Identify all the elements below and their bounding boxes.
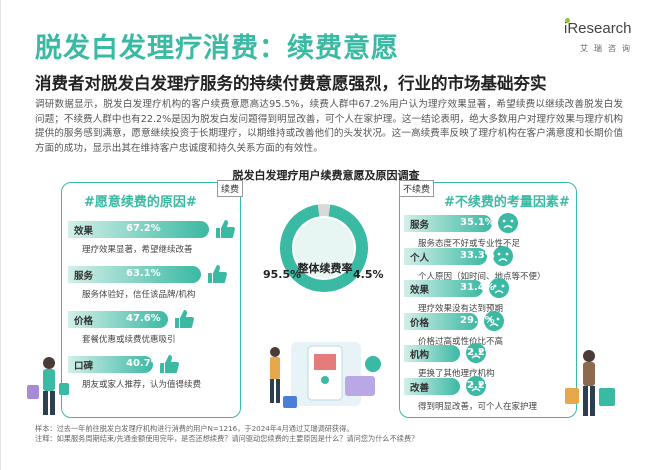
- thumbs-up-icon: [174, 310, 194, 328]
- no-renew-factors-title: #不续费的考量因素#: [444, 195, 570, 210]
- bar: [404, 247, 488, 265]
- bar: [68, 356, 154, 373]
- frown-face-icon: [484, 310, 504, 331]
- bar-category-label: 口碑: [74, 361, 94, 372]
- bar: [404, 377, 460, 395]
- bar-row: 口碑 40.7% 朋友或家人推荐，认为值得续费: [68, 355, 236, 402]
- bar-category-label: 机构: [410, 350, 430, 361]
- bar-category-label: 效果: [74, 226, 94, 237]
- bar-value-label: 63.1%: [126, 268, 161, 279]
- bar-row: 服务 35.1% 服务态度不好或专业性不足: [404, 213, 572, 261]
- bar-category-label: 服务: [410, 220, 430, 231]
- bar-note: 价格过高或性价比不高: [418, 336, 504, 347]
- bar-category-label: 个人: [410, 252, 430, 264]
- renew-tag: 续费: [216, 180, 243, 197]
- payment-illustration: [270, 342, 381, 408]
- bar-row: 机构 22.2% 更换了其他理疗机构: [404, 343, 572, 391]
- bar-note: 服务态度不好或专业性不足: [418, 239, 521, 249]
- bar-row: 个人 33.3% 个人原因（如时间、地点等不便）: [404, 245, 572, 294]
- renew-rate-label: 95.5%: [263, 268, 302, 281]
- bar: [68, 311, 168, 328]
- bar: [404, 312, 478, 330]
- bar: [404, 345, 460, 362]
- footnote-sample: 样本：过去一年前往脱发白发理疗机构进行消费的用户N=1216，于2024年4月通…: [35, 424, 354, 433]
- bar-value-label: 33.3%: [460, 249, 495, 261]
- frown-face-icon: [488, 278, 509, 298]
- donut-center: [294, 218, 354, 278]
- bar-value-label: 67.2%: [126, 223, 161, 234]
- summary-paragraph: 调研数据显示，脱发白发理疗机构的客户续费意愿高达95.5%，续费人群中67.2%…: [35, 99, 623, 154]
- donut-slice-renew: [280, 204, 368, 292]
- bar: [404, 215, 492, 232]
- bar-row: 效果 67.2% 理疗效果显著，希望继续改善: [68, 220, 236, 267]
- bar-value-label: 22.2%: [460, 379, 495, 391]
- bar-note: 服务体验好，信任该品牌/机构: [82, 290, 196, 300]
- bar-note: 更换了其他理疗机构: [418, 369, 495, 379]
- bar: [68, 221, 210, 238]
- thumbs-up-icon: [207, 265, 227, 283]
- no-renew-tag: 不续费: [399, 180, 435, 197]
- renew-reasons-panel: 续费 #愿意续费的原因# 效果 67.2% 理疗效果显著，希望继续改善服务 63.1%…: [61, 180, 243, 418]
- bar: [68, 266, 201, 283]
- bar: [404, 280, 483, 297]
- footnote-note: 注释：如果服务周期结束/先通金额使用完毕，是否还想续费？请问驱动您续费的主要原因…: [35, 434, 419, 443]
- bar-note: 朋友或家人推荐，认为值得续费: [82, 380, 202, 390]
- brand-subtitle: 艾瑞咨询: [580, 44, 636, 53]
- shopper-left-illustration: [27, 357, 69, 415]
- frown-face-icon: [493, 245, 514, 266]
- bar-note: 理疗效果没有达到预期: [418, 304, 504, 314]
- page-title: 脱发白发理疗消费：续费意愿: [35, 33, 399, 64]
- bar-row: 效果 31.4% 理疗效果没有达到预期: [404, 278, 572, 326]
- bar-note: 套餐优惠或续费优惠吸引: [82, 335, 176, 345]
- renew-reasons-title: #愿意续费的原因#: [84, 195, 197, 210]
- donut-center-label: 整体续费率: [297, 262, 353, 275]
- bar-value-label: 35.1%: [460, 217, 495, 228]
- no-renew-rate-label: 4.5%: [353, 268, 384, 281]
- brand-name: iResearch: [564, 20, 632, 37]
- bar-category-label: 服务: [74, 271, 94, 282]
- bar-note: 理疗效果显著，希望继续改善: [82, 245, 193, 255]
- bar-category-label: 价格: [410, 317, 430, 329]
- footnote: 样本：过去一年前往脱发白发理疗机构进行消费的用户N=1216，于2024年4月通…: [35, 424, 418, 444]
- bar-row: 价格 29.6% 价格过高或性价比不高: [404, 310, 572, 359]
- bar-value-label: 47.6%: [126, 313, 161, 324]
- logo-dot-icon: [565, 18, 570, 23]
- bar-row: 改善 22.2% 得到明显改善，可个人在家护理: [404, 375, 572, 424]
- bar-value-label: 31.4%: [460, 282, 495, 293]
- brand-logo: iResearch 艾瑞咨询: [562, 16, 637, 56]
- frown-face-icon: [465, 343, 486, 363]
- frown-face-icon: [497, 213, 518, 233]
- bar-row: 价格 47.6% 套餐优惠或续费优惠吸引: [68, 310, 236, 357]
- bar-row: 服务 63.1% 服务体验好，信任该品牌/机构: [68, 265, 236, 312]
- bar-note: 得到明显改善，可个人在家护理: [418, 401, 538, 412]
- bar-note: 个人原因（如时间、地点等不便）: [418, 271, 546, 282]
- thumbs-up-icon: [160, 355, 180, 373]
- bar-value-label: 29.6%: [460, 314, 495, 326]
- bar-value-label: 22.2%: [460, 347, 495, 358]
- bar-category-label: 价格: [74, 316, 94, 327]
- chart-title: 脱发白发理疗用户续费意愿及原因调查: [232, 169, 420, 182]
- frown-face-icon: [465, 375, 486, 396]
- bar-category-label: 效果: [410, 285, 430, 296]
- thumbs-up-icon: [216, 220, 236, 238]
- renewal-donut-chart: [280, 204, 368, 292]
- bar-value-label: 40.7%: [126, 358, 161, 369]
- page-subtitle: 消费者对脱发白发理疗服务的持续付费意愿强烈，行业的市场基础夯实: [35, 74, 547, 93]
- shopper-right-illustration: [565, 350, 615, 416]
- no-renew-factors-panel: 不续费 #不续费的考量因素# 服务 35.1% 服务态度不好或专业性不足个人 33.3…: [399, 180, 577, 418]
- bar-category-label: 改善: [410, 382, 430, 394]
